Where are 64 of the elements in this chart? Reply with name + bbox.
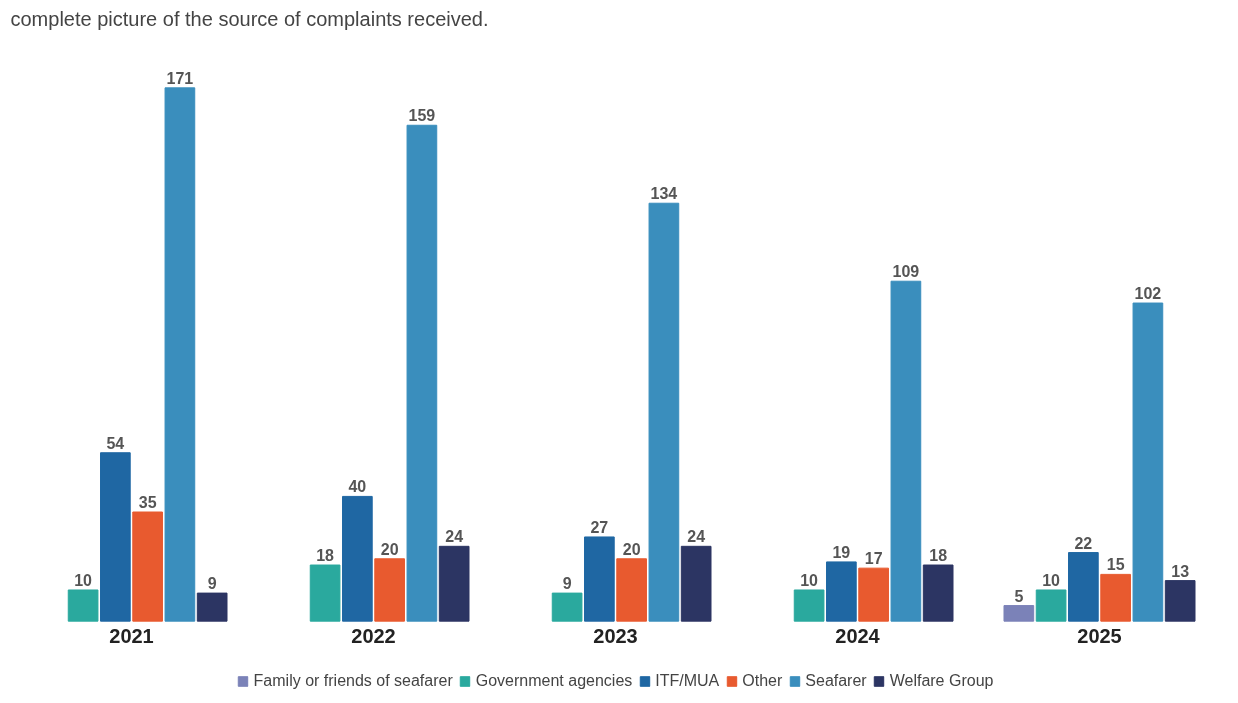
data-label: 134: [650, 185, 678, 203]
data-label: 10: [74, 571, 93, 589]
bar: [890, 280, 922, 622]
data-label: 35: [138, 494, 157, 511]
bar: [164, 87, 196, 622]
legend-label: Family or friends of seafarer: [253, 672, 453, 690]
data-label: 24: [687, 528, 706, 546]
data-label: 159: [408, 107, 436, 125]
x-tick-label: 2021: [109, 625, 154, 648]
data-label: 19: [832, 543, 851, 561]
bar: [1068, 552, 1099, 622]
bar: [100, 452, 131, 622]
legend-label: ITF/MUA: [655, 672, 720, 690]
x-tick-label: 2025: [1077, 625, 1122, 648]
bar: [648, 202, 680, 622]
data-label: 27: [590, 518, 609, 536]
x-tick-label: 2023: [593, 625, 638, 648]
bar: [1164, 580, 1196, 622]
bar: [406, 124, 438, 622]
bar: [551, 592, 583, 622]
data-label: 171: [166, 69, 194, 87]
data-label: 13: [1171, 562, 1190, 580]
bar: [309, 564, 341, 622]
bar: [1100, 573, 1131, 622]
bar: [342, 495, 373, 622]
data-label: 102: [1134, 285, 1162, 303]
data-label: 54: [106, 434, 125, 452]
bar: [922, 564, 954, 622]
chart-title: complete picture of the source of complaints received.: [10, 7, 489, 30]
data-label: 40: [348, 478, 367, 496]
legend-label: Government agencies: [475, 672, 633, 690]
bar: [132, 511, 163, 622]
bar: [374, 558, 405, 622]
data-label: 24: [445, 528, 464, 546]
data-label: 22: [1074, 534, 1093, 552]
data-label: 15: [1106, 556, 1125, 574]
bar: [584, 536, 615, 622]
bar: [616, 558, 647, 622]
data-label: 10: [1042, 571, 1061, 589]
data-label: 18: [316, 547, 335, 565]
bar: [1132, 302, 1164, 622]
bar: [793, 589, 825, 622]
data-label: 9: [207, 575, 217, 593]
bar: [826, 561, 857, 622]
data-label: 109: [892, 263, 920, 281]
bar: [67, 589, 99, 622]
data-label: 5: [1014, 587, 1024, 605]
data-label: 20: [622, 540, 641, 558]
legend-label: Other: [742, 672, 783, 690]
bar: [196, 592, 228, 622]
bar: [438, 545, 470, 622]
legend-label: Seafarer: [805, 672, 867, 690]
bar: [680, 545, 712, 622]
x-tick-label: 2024: [835, 625, 881, 648]
legend-label: Welfare Group: [889, 672, 994, 690]
bar: [1035, 589, 1067, 622]
x-tick-label: 2022: [351, 625, 396, 648]
data-label: 9: [562, 575, 572, 593]
data-label: 18: [929, 547, 948, 565]
data-label: 20: [380, 540, 399, 558]
data-label: 10: [800, 571, 819, 589]
bar: [858, 567, 889, 622]
bar: [1003, 605, 1035, 622]
data-label: 17: [864, 550, 883, 568]
